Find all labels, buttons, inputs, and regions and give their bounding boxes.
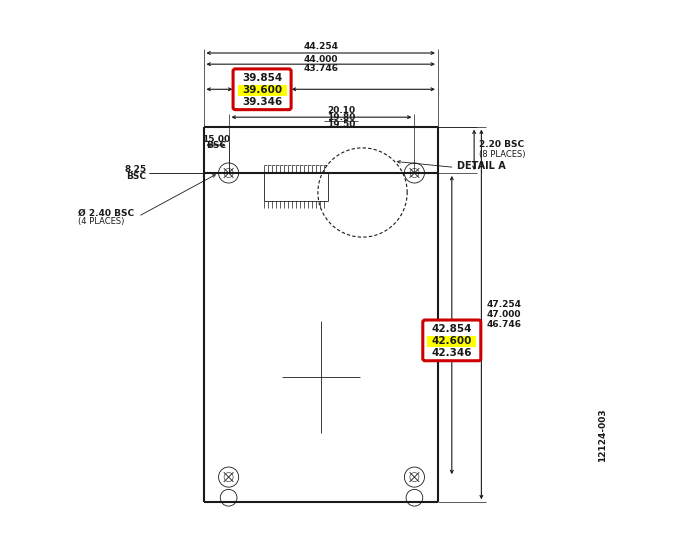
Text: BSC: BSC xyxy=(206,141,226,150)
Text: (8 PLACES): (8 PLACES) xyxy=(479,150,525,159)
Text: 15.00: 15.00 xyxy=(202,135,230,144)
Text: 47.254: 47.254 xyxy=(487,300,522,309)
Text: 2.20 BSC: 2.20 BSC xyxy=(479,140,523,149)
Text: 43.746: 43.746 xyxy=(303,64,338,73)
Text: Ø 2.40 BSC: Ø 2.40 BSC xyxy=(78,209,134,218)
Bar xyxy=(237,85,287,96)
Text: 42.854: 42.854 xyxy=(431,325,472,334)
Text: 47.000: 47.000 xyxy=(487,310,521,319)
Text: 19.80: 19.80 xyxy=(327,113,355,122)
Bar xyxy=(427,336,476,347)
Text: DETAIL A: DETAIL A xyxy=(458,161,506,171)
Text: 42.346: 42.346 xyxy=(431,348,472,358)
Text: 39.346: 39.346 xyxy=(242,97,282,107)
Text: BSC: BSC xyxy=(127,172,147,181)
Text: 46.746: 46.746 xyxy=(487,320,522,329)
Text: 12124-003: 12124-003 xyxy=(598,408,607,462)
FancyBboxPatch shape xyxy=(423,320,481,360)
Text: (4 PLACES): (4 PLACES) xyxy=(78,217,124,226)
Text: 20.10: 20.10 xyxy=(327,106,355,115)
Text: 42.600: 42.600 xyxy=(431,336,472,346)
Text: 19.50: 19.50 xyxy=(327,120,355,129)
Text: 8.25: 8.25 xyxy=(124,165,147,174)
Text: 44.000: 44.000 xyxy=(303,55,338,64)
FancyBboxPatch shape xyxy=(233,69,291,109)
Text: 44.254: 44.254 xyxy=(303,42,338,51)
Text: 39.600: 39.600 xyxy=(242,85,282,95)
Text: 39.854: 39.854 xyxy=(242,74,282,83)
